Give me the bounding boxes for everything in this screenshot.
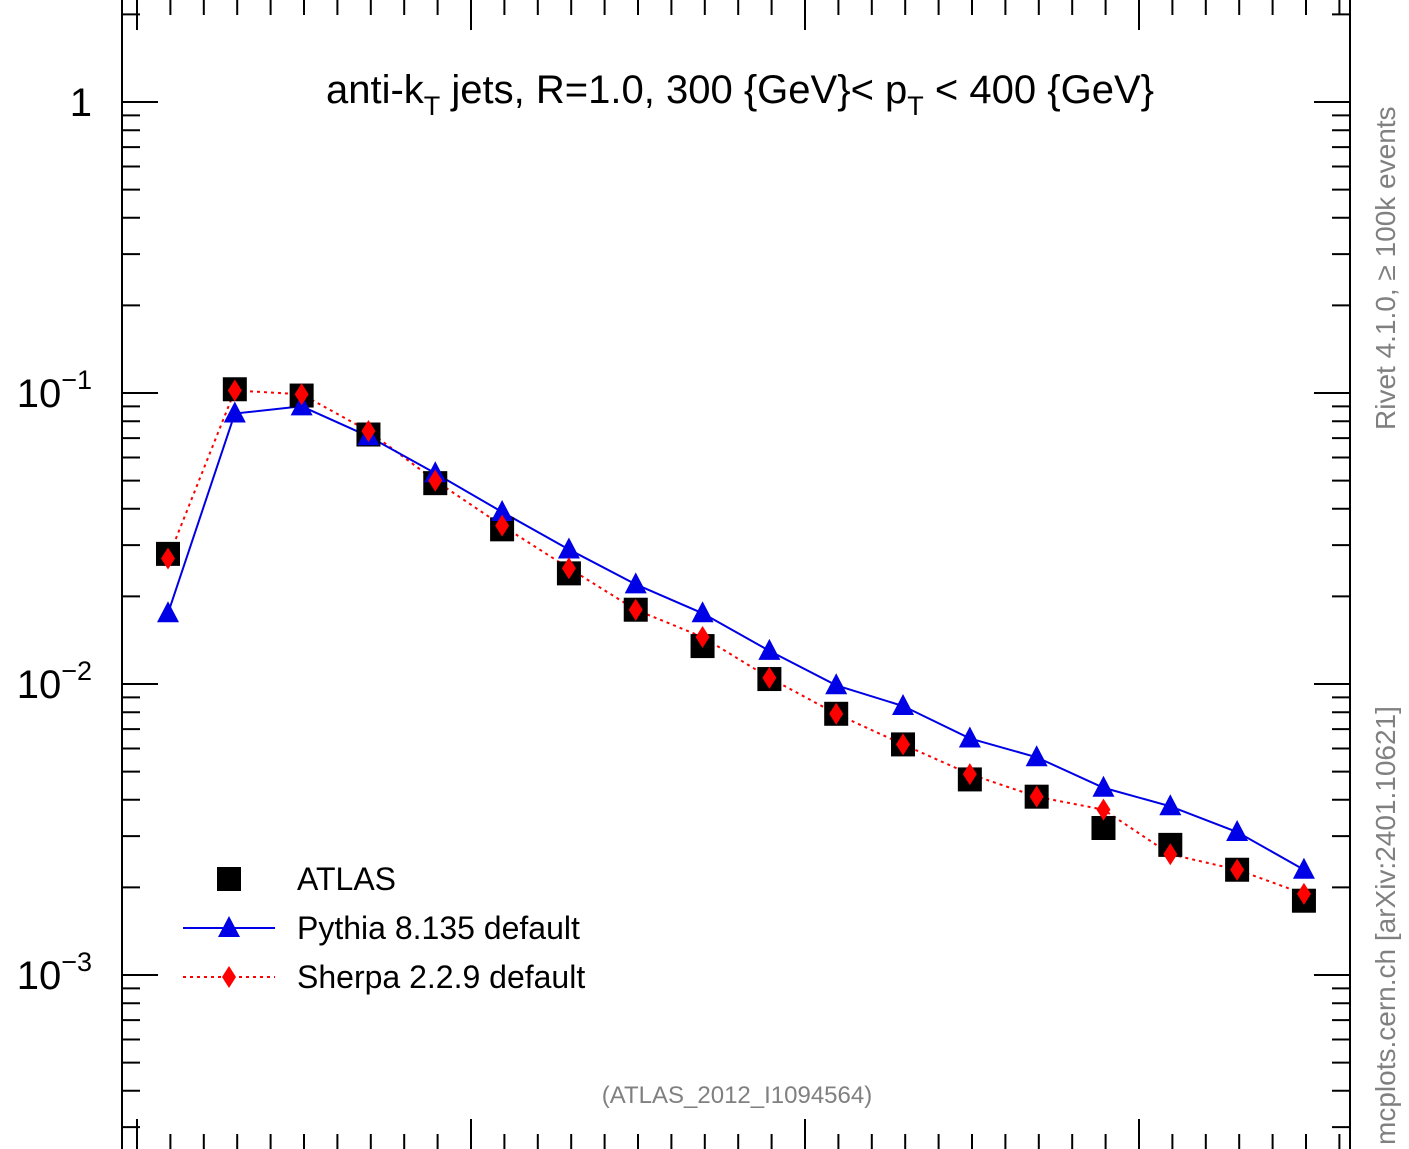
pythia-point [1025,745,1048,767]
legend-pythia-marker [218,916,240,937]
pythia-point [491,500,514,522]
y-tick-label: 1 [70,81,92,125]
pythia-point [1292,857,1315,879]
sherpa-point [428,469,443,492]
y-tick-label: 10−2 [17,656,92,707]
sherpa-point [361,420,376,443]
sherpa-point [227,379,242,402]
sherpa-point [1296,882,1311,905]
sherpa-point [1230,858,1245,881]
pythia-point [1092,775,1115,797]
pythia-point [1159,794,1182,816]
sherpa-point [495,514,510,537]
pythia-point [958,726,981,748]
sherpa-point [1029,785,1044,808]
legend-label: ATLAS [297,861,396,897]
pythia-point [557,537,580,559]
legend-sherpa-marker [222,966,236,988]
sherpa-point [829,702,844,725]
legend-label: Sherpa 2.2.9 default [297,959,585,995]
legend-label: Pythia 8.135 default [297,910,580,946]
legend-atlas-marker [217,867,241,891]
sherpa-point [628,598,643,621]
side-text-bottom: mcplots.cern.ch [arXiv:2401.10621] [1370,706,1401,1145]
pythia-point [691,601,714,623]
y-tick-label: 10−3 [17,947,92,998]
pythia-point [892,694,915,716]
sherpa-point [762,666,777,689]
side-text-top: Rivet 4.1.0, ≥ 100k events [1370,106,1401,430]
pythia-point [758,638,781,660]
axes [121,0,1351,1149]
pythia-point [825,673,848,695]
pythia-point [624,572,647,594]
sherpa-point [294,383,309,406]
pythia-point [223,401,246,423]
sherpa-point [896,733,911,756]
sherpa-point [1163,843,1178,866]
legend: ATLAS Pythia 8.135 default Sherpa 2.2.9 de… [183,861,585,995]
pythia-point [1226,820,1249,842]
sherpa-point [561,557,576,580]
chart-annotation: anti-kT jets, R=1.0, 300 {GeV}< pT < 400… [326,68,1154,121]
sherpa-point [695,626,710,649]
sherpa-point [1096,798,1111,821]
y-tick-label: 10−1 [17,365,92,416]
sherpa-point [962,763,977,786]
pythia-point [157,601,179,623]
footer-note: (ATLAS_2012_I1094564) [602,1082,872,1109]
sherpa-point [161,547,175,570]
series-layer [156,377,1316,913]
ticks: 1 10−1 10−2 10−3 [17,0,1350,1149]
